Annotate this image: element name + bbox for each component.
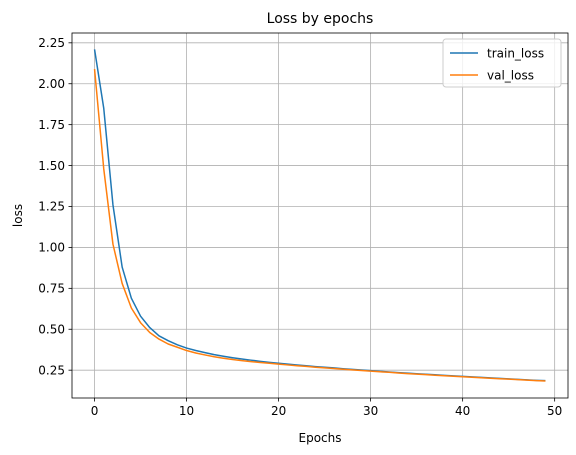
y-tick-label: 0.25 bbox=[38, 363, 65, 377]
series-lines bbox=[93, 49, 546, 382]
y-tick-label: 0.75 bbox=[38, 282, 65, 296]
plot-frame bbox=[71, 32, 569, 399]
y-tick-label: 1.25 bbox=[38, 200, 65, 214]
y-axis-label: loss bbox=[11, 204, 25, 227]
x-tick-label: 30 bbox=[363, 404, 378, 418]
x-axis-label: Epochs bbox=[299, 431, 342, 445]
y-tick-label: 1.00 bbox=[38, 241, 65, 255]
series-line-val_loss bbox=[93, 68, 546, 382]
x-tick-label: 40 bbox=[455, 404, 470, 418]
grid bbox=[72, 33, 568, 398]
x-axis-ticks: 0 10 20 30 40 50 bbox=[91, 398, 562, 418]
series-line-train_loss bbox=[93, 49, 546, 382]
x-tick-label: 10 bbox=[179, 404, 194, 418]
y-tick-label: 0.50 bbox=[38, 322, 65, 336]
x-tick-label: 20 bbox=[271, 404, 286, 418]
y-tick-label: 2.00 bbox=[38, 77, 65, 91]
legend: train_loss val_loss bbox=[442, 38, 562, 88]
x-tick-label: 50 bbox=[547, 404, 562, 418]
legend-label-val_loss: val_loss bbox=[487, 68, 534, 82]
legend-label-train_loss: train_loss bbox=[487, 46, 544, 60]
y-tick-label: 1.50 bbox=[38, 159, 65, 173]
y-tick-label: 2.25 bbox=[38, 36, 65, 50]
y-axis-ticks: 0.25 0.50 0.75 1.00 1.25 1.50 1.75 2.00 2.25 bbox=[38, 36, 72, 377]
x-tick-label: 0 bbox=[91, 404, 99, 418]
chart-title: Loss by epochs bbox=[267, 11, 374, 27]
y-tick-label: 1.75 bbox=[38, 118, 65, 132]
